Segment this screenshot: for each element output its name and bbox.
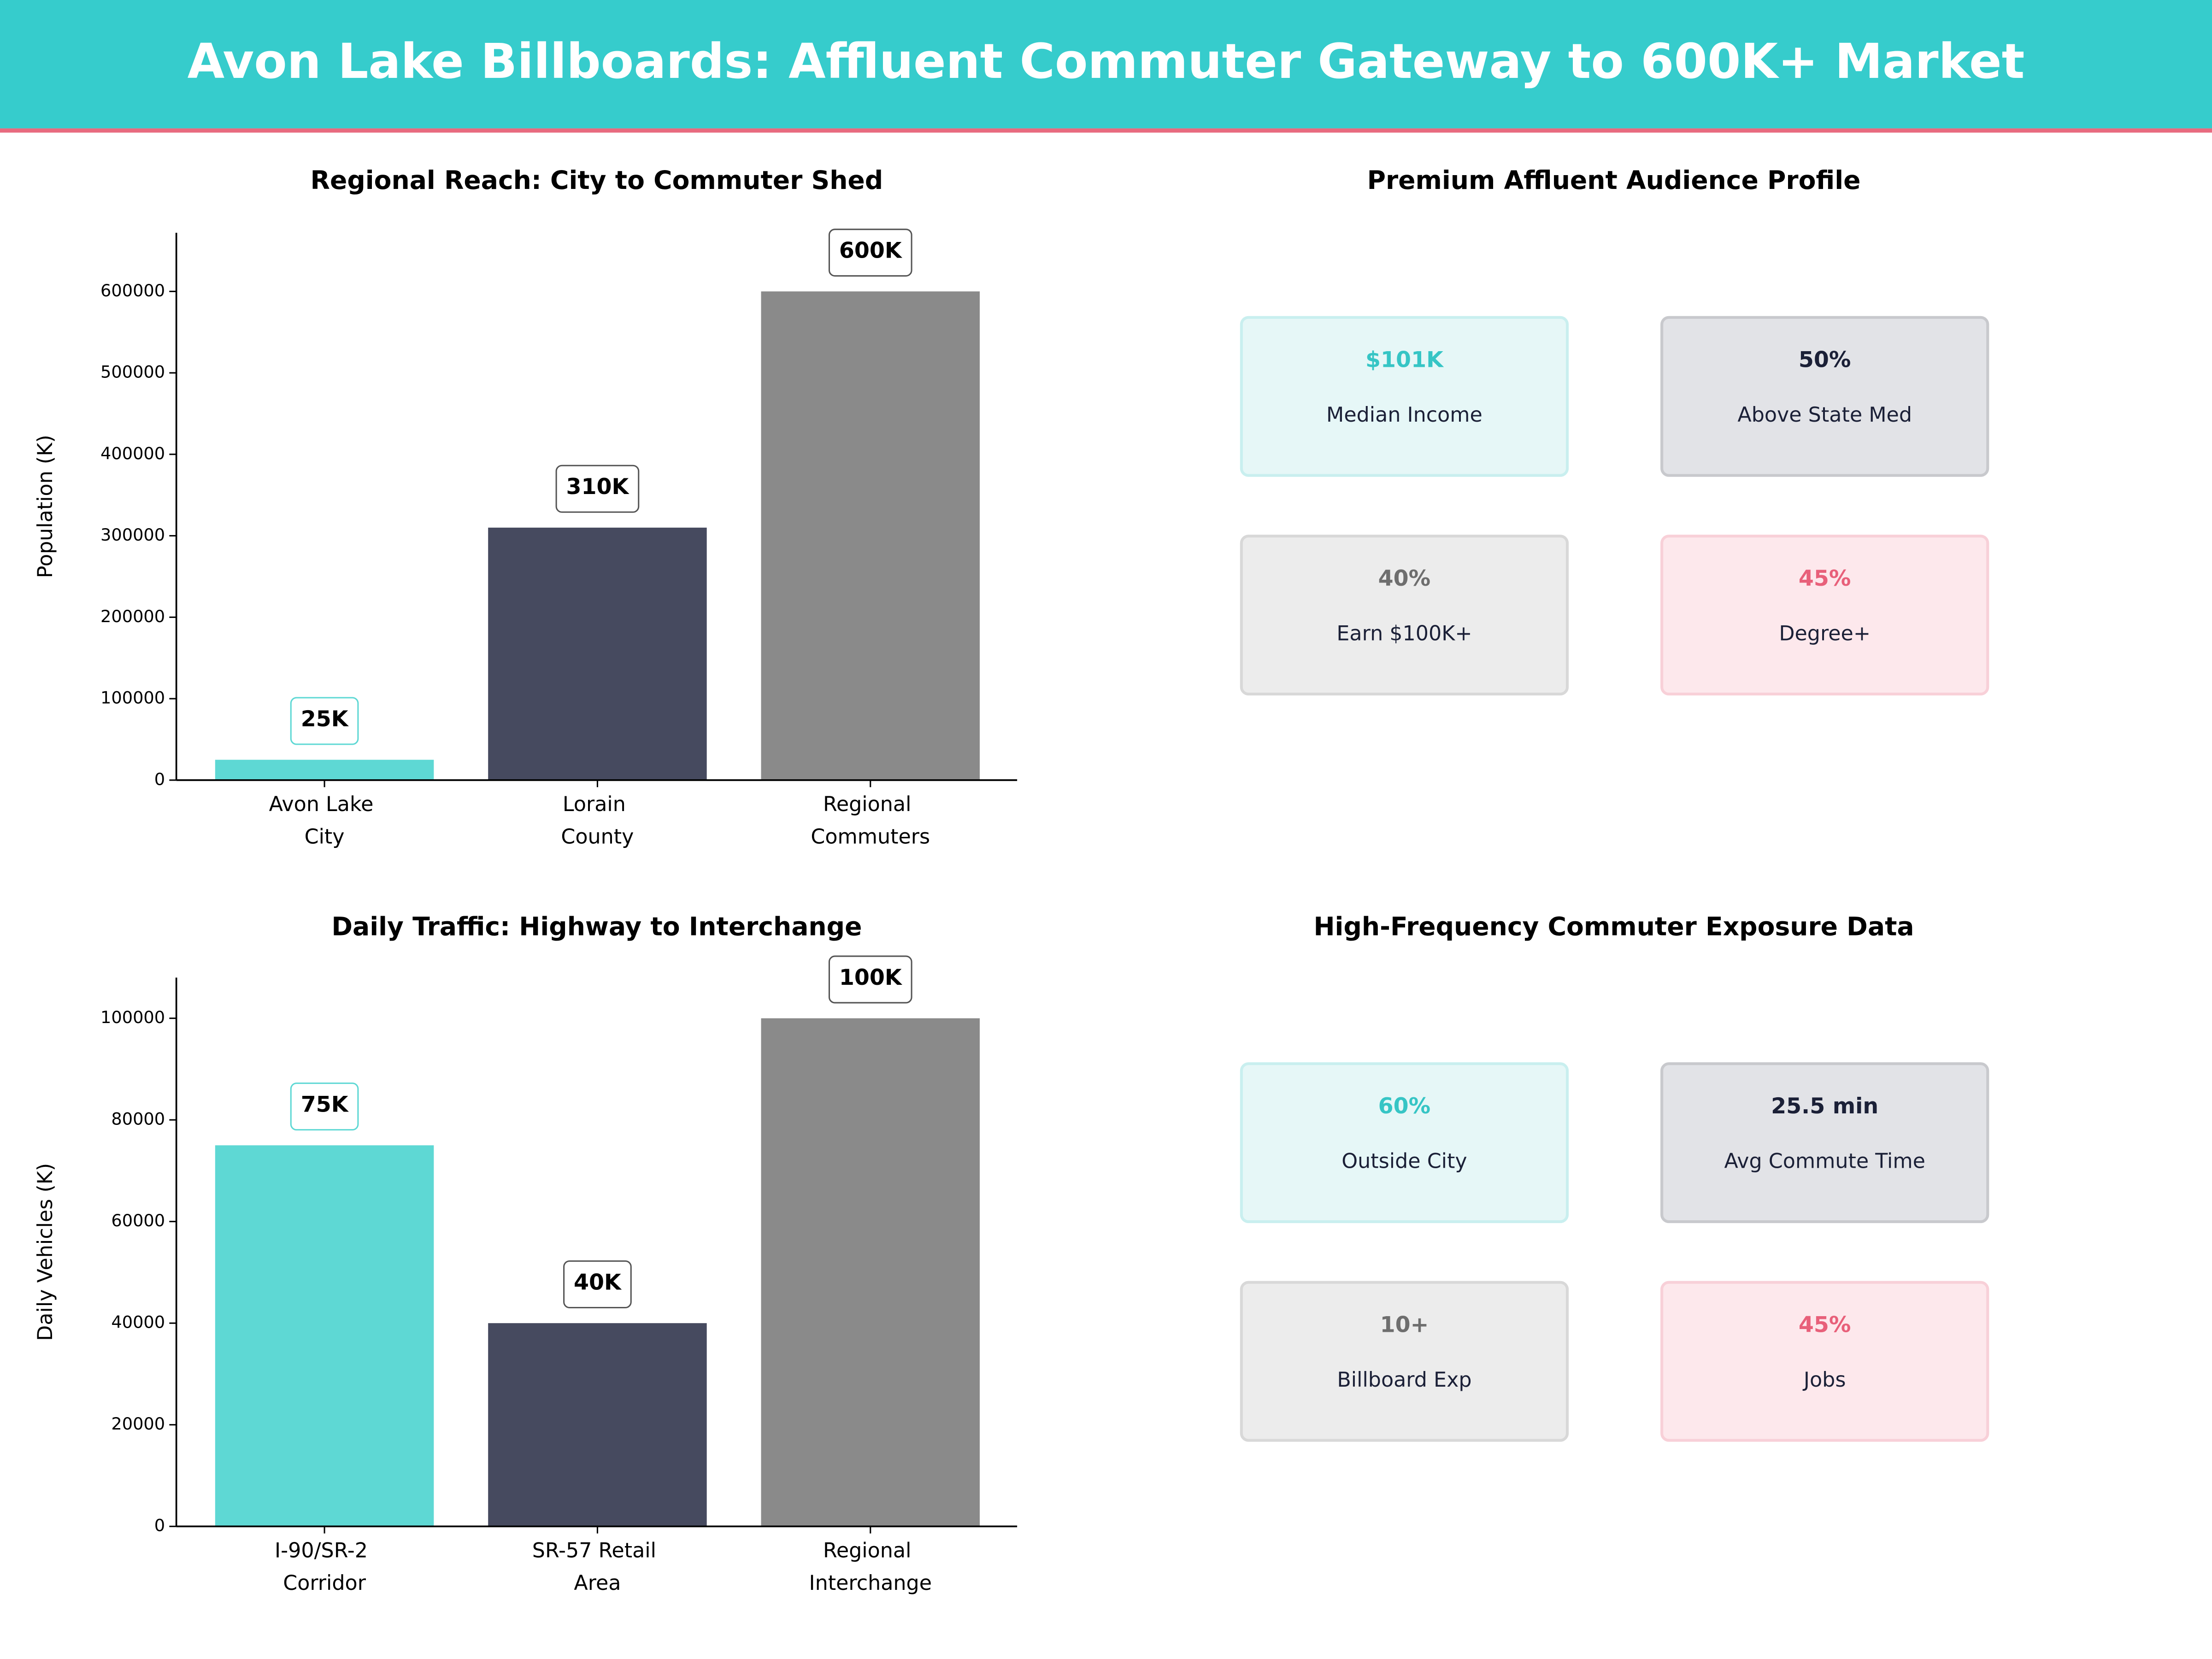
y-tick-label: 500000 bbox=[100, 362, 165, 382]
y-tick-label: 400000 bbox=[100, 443, 165, 463]
stat-card bbox=[1240, 316, 1569, 477]
stat-card bbox=[1660, 316, 1989, 477]
stat-value: 40% bbox=[1378, 566, 1431, 591]
y-tick-label: 300000 bbox=[100, 525, 165, 545]
stat-value: 25.5 min bbox=[1771, 1094, 1878, 1119]
stat-value: 10+ bbox=[1380, 1312, 1429, 1338]
stat-value: $101K bbox=[1365, 347, 1444, 373]
y-tick-label: 0 bbox=[154, 769, 165, 789]
bar bbox=[488, 1323, 707, 1527]
y-tick-label: 20000 bbox=[111, 1414, 165, 1434]
y-tick-label: 60000 bbox=[111, 1211, 165, 1230]
stat-label: Degree+ bbox=[1779, 622, 1871, 646]
stat-card bbox=[1660, 1062, 1989, 1224]
y-tick-label: 200000 bbox=[100, 606, 165, 626]
y-axis-label: Population (K) bbox=[34, 435, 57, 578]
bar bbox=[488, 527, 707, 780]
bar bbox=[215, 759, 434, 780]
page-title: Avon Lake Billboards: Affluent Commuter … bbox=[188, 33, 2025, 89]
value-label: 75K bbox=[301, 1092, 349, 1118]
y-tick-label: 100000 bbox=[100, 688, 165, 708]
bar bbox=[215, 1145, 434, 1527]
header-rule bbox=[0, 128, 2212, 133]
x-tick-label: SR-57 Retail Area bbox=[532, 1539, 663, 1594]
stat-label: Median Income bbox=[1326, 403, 1483, 427]
value-label-box bbox=[290, 697, 359, 745]
panel-title: Premium Affluent Audience Profile bbox=[1367, 165, 1861, 195]
stat-card bbox=[1660, 1281, 1989, 1442]
x-tick-label: Avon Lake City bbox=[269, 793, 380, 848]
value-label: 600K bbox=[839, 238, 903, 264]
stat-label: Outside City bbox=[1341, 1149, 1467, 1173]
x-tick-label: Lorain County bbox=[561, 793, 634, 848]
x-tick-label: Regional Interchange bbox=[809, 1539, 932, 1594]
stat-label: Billboard Exp bbox=[1337, 1368, 1471, 1392]
x-tick-label: I-90/SR-2 Corridor bbox=[275, 1539, 374, 1594]
y-tick-label: 100000 bbox=[100, 1007, 165, 1027]
bar bbox=[761, 291, 980, 780]
y-tick-label: 600000 bbox=[100, 281, 165, 300]
value-label: 100K bbox=[839, 965, 903, 990]
chart-title: Regional Reach: City to Commuter Shed bbox=[311, 165, 883, 195]
panel-title: High-Frequency Commuter Exposure Data bbox=[1313, 912, 1914, 941]
stat-label: Above State Med bbox=[1737, 403, 1912, 427]
value-label-box bbox=[828, 955, 912, 1004]
stat-value: 50% bbox=[1799, 347, 1851, 373]
x-tick-label: Regional Commuters bbox=[811, 793, 930, 848]
chart-title: Daily Traffic: Highway to Interchange bbox=[331, 912, 862, 941]
y-tick-label: 40000 bbox=[111, 1312, 165, 1332]
stat-card bbox=[1240, 1281, 1569, 1442]
stat-label: Avg Commute Time bbox=[1724, 1149, 1925, 1173]
value-label-box bbox=[563, 1260, 632, 1309]
value-label-box bbox=[290, 1082, 359, 1131]
stat-card bbox=[1660, 535, 1989, 696]
stat-value: 45% bbox=[1799, 566, 1851, 591]
value-label: 40K bbox=[574, 1270, 622, 1295]
stat-value: 60% bbox=[1378, 1094, 1431, 1119]
stat-label: Jobs bbox=[1802, 1368, 1846, 1392]
value-label: 25K bbox=[301, 706, 349, 732]
y-tick-label: 80000 bbox=[111, 1109, 165, 1129]
y-axis-label: Daily Vehicles (K) bbox=[34, 1163, 57, 1341]
bar bbox=[761, 1018, 980, 1527]
stat-card bbox=[1240, 535, 1569, 696]
y-tick-label: 0 bbox=[154, 1516, 165, 1535]
stat-value: 45% bbox=[1799, 1312, 1851, 1338]
value-label: 310K bbox=[566, 474, 630, 500]
stat-label: Earn $100K+ bbox=[1336, 622, 1472, 646]
header-bar bbox=[0, 0, 2212, 129]
value-label-box bbox=[555, 465, 640, 513]
value-label-box bbox=[828, 229, 912, 277]
stat-card bbox=[1240, 1062, 1569, 1224]
